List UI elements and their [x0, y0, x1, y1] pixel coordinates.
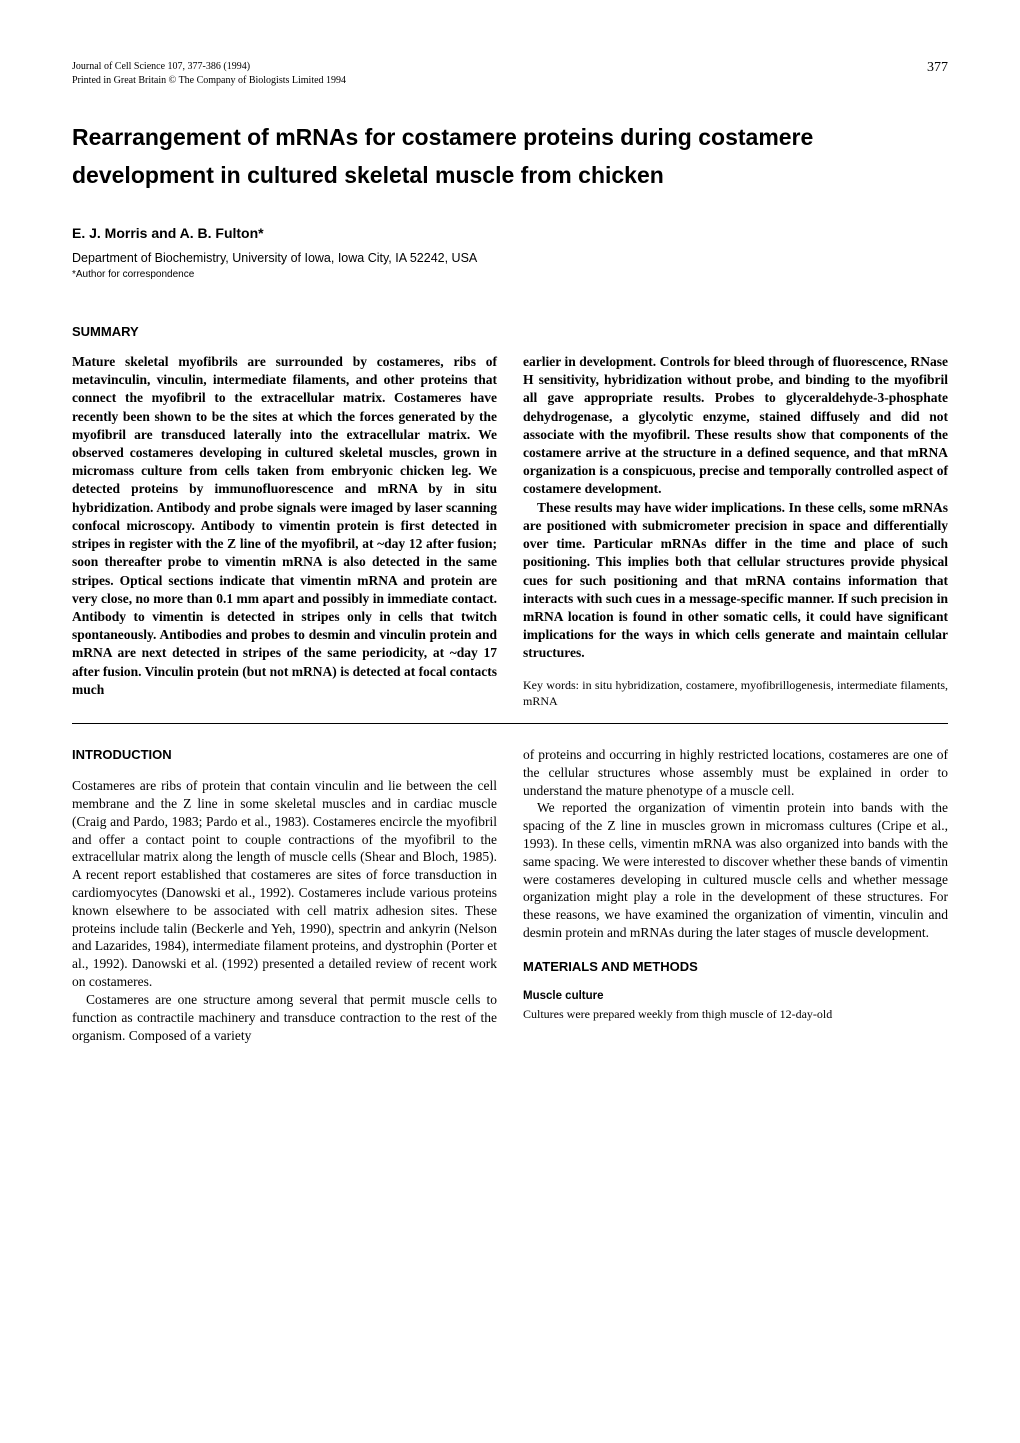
body-right-column: of proteins and occurring in highly rest…: [523, 746, 948, 1044]
methods-p1: Cultures were prepared weekly from thigh…: [523, 1007, 948, 1023]
muscle-culture-subheading: Muscle culture: [523, 989, 948, 1004]
body-columns: INTRODUCTION Costameres are ribs of prot…: [72, 746, 948, 1044]
title-line-1: Rearrangement of mRNAs for costamere pro…: [72, 119, 948, 157]
page-number: 377: [927, 60, 948, 76]
intro-right-p2: We reported the organization of vimentin…: [523, 799, 948, 942]
section-divider: [72, 723, 948, 724]
journal-citation: Journal of Cell Science 107, 377-386 (19…: [72, 60, 948, 74]
affiliation: Department of Biochemistry, University o…: [72, 251, 948, 265]
summary-right-p2: These results may have wider implication…: [523, 499, 948, 663]
intro-p1: Costameres are ribs of protein that cont…: [72, 777, 497, 991]
methods-heading: MATERIALS AND METHODS: [523, 958, 948, 975]
summary-right-p1: earlier in development. Controls for ble…: [523, 353, 948, 499]
summary-left-column: Mature skeletal myofibrils are surrounde…: [72, 353, 497, 709]
journal-copyright: Printed in Great Britain © The Company o…: [72, 74, 948, 88]
correspondence-note: *Author for correspondence: [72, 269, 948, 280]
introduction-heading: INTRODUCTION: [72, 746, 497, 763]
summary-right-column: earlier in development. Controls for ble…: [523, 353, 948, 709]
journal-info: Journal of Cell Science 107, 377-386 (19…: [72, 60, 948, 87]
intro-right-p1: of proteins and occurring in highly rest…: [523, 746, 948, 799]
summary-left-text: Mature skeletal myofibrils are surrounde…: [72, 353, 497, 699]
title-line-2: development in cultured skeletal muscle …: [72, 157, 948, 195]
keywords: Key words: in situ hybridization, costam…: [523, 677, 948, 709]
body-left-column: INTRODUCTION Costameres are ribs of prot…: [72, 746, 497, 1044]
summary-heading: SUMMARY: [72, 324, 948, 339]
article-title: Rearrangement of mRNAs for costamere pro…: [72, 119, 948, 195]
authors: E. J. Morris and A. B. Fulton*: [72, 225, 948, 241]
summary-columns: Mature skeletal myofibrils are surrounde…: [72, 353, 948, 709]
intro-p2: Costameres are one structure among sever…: [72, 991, 497, 1044]
